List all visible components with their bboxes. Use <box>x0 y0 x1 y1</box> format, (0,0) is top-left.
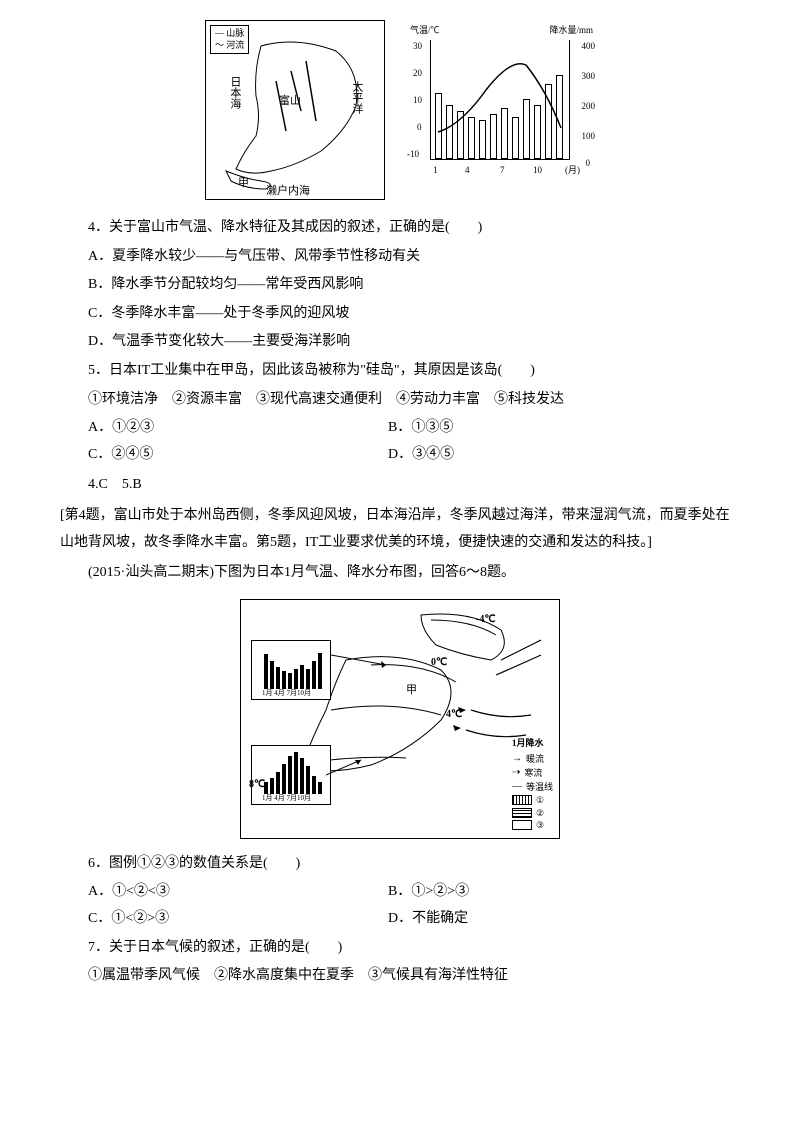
q4-optC: C．冬季降水丰富——处于冬季风的迎风坡 <box>60 301 740 328</box>
mb9 <box>312 661 316 689</box>
mb10 <box>318 653 322 689</box>
leg-3: ③ <box>512 819 553 832</box>
answers45: 4.C 5.B <box>60 472 740 499</box>
q5-stem: 5．日本IT工业集中在甲岛，因此该岛被称为"硅岛"，其原因是该岛( ) <box>60 358 740 385</box>
q4-optA: A．夏季降水较少——与气压带、风带季节性移动有关 <box>60 244 740 271</box>
arrow-bot <box>326 755 386 785</box>
mb6 <box>294 669 298 689</box>
nb2 <box>270 778 274 794</box>
nb10 <box>318 782 322 794</box>
label-kou: 甲 <box>238 173 249 194</box>
q5-optB: B．①③⑤ <box>360 415 453 442</box>
legend2: 1月降水 →暖流 ⇢寒流 —等温线 ① ② ③ <box>512 737 553 831</box>
temp-m4: -4℃ <box>476 610 496 629</box>
label-fushan: 富山 <box>279 91 301 112</box>
q4-optB: B．降水季节分配较均匀——常年受西风影响 <box>60 272 740 299</box>
leg-cold: ⇢寒流 <box>512 766 553 780</box>
leg-2: ② <box>512 807 553 820</box>
mini-x-top: 1月 4月 7月10月 <box>262 687 311 700</box>
lt-10: 10 <box>413 92 422 109</box>
arrow-top <box>331 635 411 675</box>
x-1: 1 <box>433 162 438 179</box>
legend-river: ～ 河流 <box>215 40 244 52</box>
mb1 <box>264 654 268 689</box>
nb5 <box>288 756 292 794</box>
lt-0: 0 <box>417 119 422 136</box>
left-axis-label: 气温/℃ <box>410 22 440 39</box>
japan-jan-map: 1月 4月 7月10月 1月 4月 7月10月 -4℃ 0℃ 4℃ 8℃ 甲 1… <box>240 599 560 839</box>
label-japan-sea: 日本海 <box>224 76 245 109</box>
lt-m10: -10 <box>407 146 419 163</box>
temp-curve-svg <box>431 40 571 160</box>
mb4 <box>282 671 286 689</box>
rt-200: 200 <box>582 98 596 115</box>
q5-optC: C．②④⑤ <box>60 442 360 469</box>
q5-row2: C．②④⑤ D．③④⑤ <box>60 442 740 469</box>
chart-area <box>430 40 570 160</box>
rt-400: 400 <box>582 38 596 55</box>
nb8 <box>306 766 310 794</box>
temp-8: 8℃ <box>249 775 265 794</box>
q7-stem2: ①属温带季风气候 ②降水高度集中在夏季 ③气候具有海洋性特征 <box>60 963 740 990</box>
mb3 <box>276 667 280 689</box>
climate-chart: 气温/℃ 降水量/mm 30 20 10 0 -10 400 300 200 <box>405 20 595 190</box>
temp-0: 0℃ <box>431 653 447 672</box>
leg-warm: →暖流 <box>512 752 553 766</box>
label-seto: 濑户内海 <box>266 181 310 202</box>
legend-mountain: — 山脉 <box>215 28 244 40</box>
rt-0: 0 <box>586 155 591 172</box>
q6-optC: C．①<②>③ <box>60 906 360 933</box>
leg-1: ① <box>512 794 553 807</box>
nb4 <box>282 764 286 794</box>
mb5 <box>288 673 292 689</box>
nb3 <box>276 772 280 794</box>
rt-300: 300 <box>582 68 596 85</box>
figure2-wrap: 1月 4月 7月10月 1月 4月 7月10月 -4℃ 0℃ 4℃ 8℃ 甲 1… <box>60 599 740 839</box>
map-legend: — 山脉 ～ 河流 <box>210 25 249 54</box>
label-pacific: 太平洋 <box>346 81 367 114</box>
q6-optD: D．不能确定 <box>360 906 468 933</box>
q6-row2: C．①<②>③ D．不能确定 <box>60 906 740 933</box>
mb8 <box>306 669 310 689</box>
q5-stem2: ①环境洁净 ②资源丰富 ③现代高速交通便利 ④劳动力丰富 ⑤科技发达 <box>60 387 740 414</box>
nb9 <box>312 776 316 794</box>
leg-iso: —等温线 <box>512 780 553 794</box>
mb7 <box>300 665 304 689</box>
figure1-row: — 山脉 ～ 河流 日本海 富山 太平洋 濑户内海 甲 气温/℃ 降水量/mm <box>60 20 740 200</box>
q5-optA: A．①②③ <box>60 415 360 442</box>
q4-stem: 4．关于富山市气温、降水特征及其成因的叙述，正确的是( ) <box>60 215 740 242</box>
q6-optB: B．①>②>③ <box>360 879 469 906</box>
q7-stem: 7．关于日本气候的叙述，正确的是( ) <box>60 935 740 962</box>
q6-optA: A．①<②<③ <box>60 879 360 906</box>
rt-100: 100 <box>582 128 596 145</box>
japan-map: — 山脉 ～ 河流 日本海 富山 太平洋 濑户内海 甲 <box>205 20 385 200</box>
x-10: 10 <box>533 162 542 179</box>
temp-4: 4℃ <box>446 705 462 724</box>
q6-stem: 6．图例①②③的数值关系是( ) <box>60 851 740 878</box>
q5-row1: A．①②③ B．①③⑤ <box>60 415 740 442</box>
q4-optD: D．气温季节变化较大——主要受海洋影响 <box>60 329 740 356</box>
x-7: 7 <box>500 162 505 179</box>
mb2 <box>270 661 274 689</box>
x-month: (月) <box>565 162 580 179</box>
right-axis-label: 降水量/mm <box>549 22 593 39</box>
nb6 <box>294 752 298 794</box>
mini-chart-top: 1月 4月 7月10月 <box>251 640 331 700</box>
q5-optD: D．③④⑤ <box>360 442 454 469</box>
mini-x-bot: 1月 4月 7月10月 <box>262 792 311 805</box>
lt-30: 30 <box>413 38 422 55</box>
label-jia2: 甲 <box>406 680 417 701</box>
q6-row1: A．①<②<③ B．①>②>③ <box>60 879 740 906</box>
legend2-title: 1月降水 <box>512 737 553 750</box>
lt-20: 20 <box>413 65 422 82</box>
intro68: (2015·汕头高二期末)下图为日本1月气温、降水分布图，回答6～8题。 <box>60 560 740 587</box>
x-4: 4 <box>465 162 470 179</box>
nb7 <box>300 758 304 794</box>
explanation45: [第4题，富山市处于本州岛西侧，冬季风迎风坡，日本海沿岸，冬季风越过海洋，带来湿… <box>60 503 740 556</box>
